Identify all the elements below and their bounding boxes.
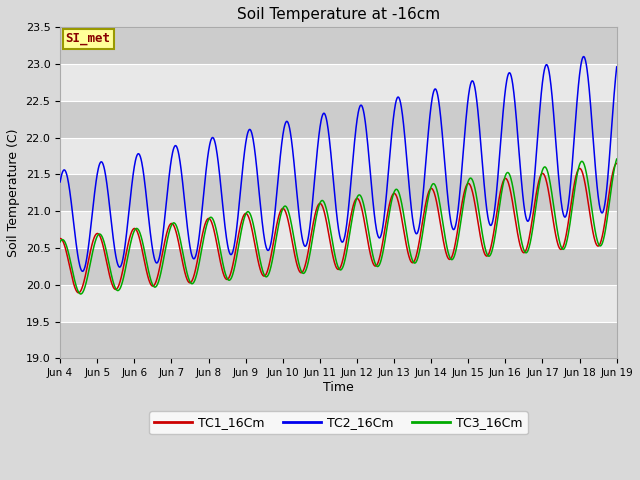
Bar — [60, 27, 617, 64]
Bar — [60, 64, 617, 101]
Bar — [60, 138, 617, 174]
Bar — [60, 211, 617, 248]
Y-axis label: Soil Temperature (C): Soil Temperature (C) — [7, 129, 20, 257]
Bar — [60, 248, 617, 285]
Legend: TC1_16Cm, TC2_16Cm, TC3_16Cm: TC1_16Cm, TC2_16Cm, TC3_16Cm — [149, 411, 527, 434]
Bar — [60, 174, 617, 211]
Bar — [60, 322, 617, 359]
Bar — [60, 285, 617, 322]
Bar — [60, 101, 617, 138]
Text: SI_met: SI_met — [66, 33, 111, 46]
X-axis label: Time: Time — [323, 381, 354, 394]
Title: Soil Temperature at -16cm: Soil Temperature at -16cm — [237, 7, 440, 22]
